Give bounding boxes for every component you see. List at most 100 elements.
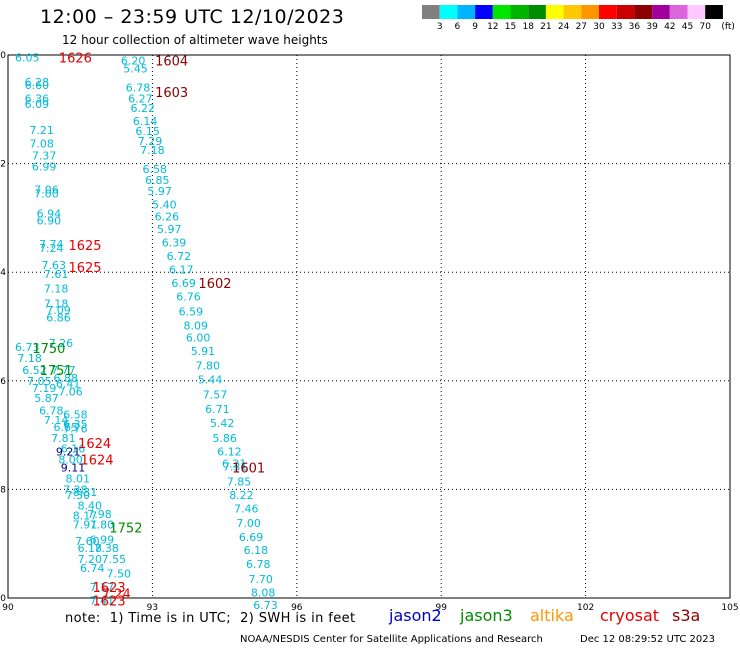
pass-time-label: 1626	[59, 52, 92, 67]
pass-time-label: 1604	[155, 54, 188, 69]
wave-height-label: 7.41	[90, 595, 115, 608]
colorbar-label: 3	[437, 22, 443, 32]
wave-height-label: 6.12	[217, 445, 242, 458]
colorbar-swatch	[581, 5, 599, 19]
y-tick-label: -22	[0, 160, 6, 170]
wave-height-label: 7.63	[41, 259, 66, 272]
wave-height-label: 8.09	[183, 319, 208, 332]
wave-height-label: 6.65	[54, 421, 79, 434]
wave-height-label: 6.21	[222, 457, 247, 470]
wave-height-label: 6.09	[25, 98, 50, 111]
wave-height-label: 6.39	[162, 236, 187, 249]
wave-height-label: 6.69	[171, 277, 196, 290]
wave-height-label: 7.18	[44, 282, 69, 295]
wave-height-label: 7.20	[78, 553, 103, 566]
wave-height-label: 7.06	[58, 386, 83, 399]
wave-height-label: 7.18	[17, 352, 42, 365]
wave-height-label: 7.00	[34, 187, 59, 200]
wave-height-label: 7.38	[94, 542, 119, 555]
colorbar-swatch	[687, 5, 706, 19]
wave-height-label: 7.91	[73, 519, 98, 532]
colorbar-label: 30	[593, 22, 605, 32]
chart-subtitle: 12 hour collection of altimeter wave hei…	[62, 33, 328, 47]
wave-height-label: 6.36	[25, 92, 50, 105]
wave-height-label: 7.80	[196, 360, 221, 373]
credit-text: NOAA/NESDIS Center for Satellite Applica…	[240, 634, 543, 645]
pass-time-label: 1602	[198, 277, 231, 292]
colorbar-swatch	[705, 5, 723, 19]
wave-height-label: 6.14	[133, 115, 158, 128]
colorbar-swatch	[422, 5, 440, 19]
y-tick-label: -24	[0, 268, 6, 278]
wave-height-label: 7.08	[29, 138, 54, 151]
wave-height-label: 6.00	[186, 331, 211, 344]
wave-height-label: 7.81	[51, 432, 76, 445]
colorbar-label: 45	[682, 22, 693, 32]
colorbar-label: 15	[505, 22, 516, 32]
wave-height-label: 7.70	[248, 573, 273, 586]
colorbar-unit: (ft)	[721, 22, 735, 32]
colorbar-label: 6	[455, 22, 461, 32]
wave-height-label: 7.98	[87, 508, 112, 521]
x-tick-label: 90	[2, 603, 14, 613]
wave-height-label: 6.78	[246, 558, 271, 571]
wave-height-label: 6.58	[143, 163, 168, 176]
colorbar-label: 12	[487, 22, 498, 32]
y-tick-label: -20	[0, 51, 6, 61]
wave-height-label: 7.30	[66, 489, 91, 502]
wave-height-label: 6.28	[25, 76, 50, 89]
wave-height-label: 6.20	[121, 54, 146, 67]
wave-height-label: 6.99	[32, 160, 57, 173]
plot-frame	[7, 54, 731, 599]
wave-height-label: 6.41	[56, 378, 81, 391]
wave-height-label: 5.44	[198, 374, 223, 387]
wave-height-label: 7.29	[138, 135, 163, 148]
wave-height-label: 6.86	[46, 311, 71, 324]
wave-height-label: 5.40	[152, 198, 177, 211]
wave-height-label: 6.58	[63, 408, 88, 421]
wave-height-label: 5.45	[123, 63, 148, 76]
wave-height-label: 6.73	[253, 599, 278, 612]
wave-height-label: 8.17	[73, 509, 98, 522]
wave-height-label: 6.72	[167, 250, 192, 263]
wave-height-label: 6.71	[205, 403, 230, 416]
wave-height-label: 7.80	[90, 519, 115, 532]
colorbar-swatch	[669, 5, 688, 19]
wave-height-label: 8.00	[58, 454, 83, 467]
wave-height-label: 7.77	[51, 364, 76, 377]
colorbar-label: 9	[472, 22, 478, 32]
wave-height-label: 6.17	[169, 263, 194, 276]
wave-height-label: 6.26	[155, 210, 180, 223]
wave-height-label: 7.17	[90, 581, 115, 594]
wave-height-label: 6.90	[37, 215, 62, 228]
y-tick-label: -26	[0, 377, 6, 387]
colorbar-label: 18	[522, 22, 534, 32]
wave-height-label: 6.73	[15, 341, 40, 354]
wave-height-label: 5.86	[212, 432, 237, 445]
wave-height-label: 8.01	[66, 473, 91, 486]
x-tick-label: 96	[291, 603, 303, 613]
colorbar-swatch	[439, 5, 458, 19]
colorbar-label: 39	[646, 22, 658, 32]
colorbar-label: 27	[576, 22, 587, 32]
wave-height-label: 5.87	[34, 392, 59, 405]
wave-height-label: 6.27	[128, 92, 153, 105]
wave-height-label: 6.15	[135, 125, 160, 138]
pass-time-label: 1625	[68, 239, 101, 254]
wave-height-label: 7.00	[236, 517, 261, 530]
colorbar-swatch	[510, 5, 529, 19]
wave-height-label: 9.21	[56, 445, 81, 458]
colorbar-swatch	[616, 5, 635, 19]
wave-height-label: 5.91	[191, 345, 216, 358]
x-tick-label: 93	[147, 603, 158, 613]
colorbar-swatch	[599, 5, 617, 19]
wave-height-label: 6.74	[80, 562, 105, 575]
wave-height-label: 5.97	[157, 223, 182, 236]
wave-height-label: 7.26	[49, 337, 74, 350]
wave-height-label: 6.99	[90, 533, 115, 546]
wave-height-label: 7.18	[140, 144, 165, 157]
wave-height-label: 7.28	[63, 483, 88, 496]
wave-height-label: 7.06	[34, 184, 59, 197]
wave-height-label: 6.05	[15, 52, 40, 65]
